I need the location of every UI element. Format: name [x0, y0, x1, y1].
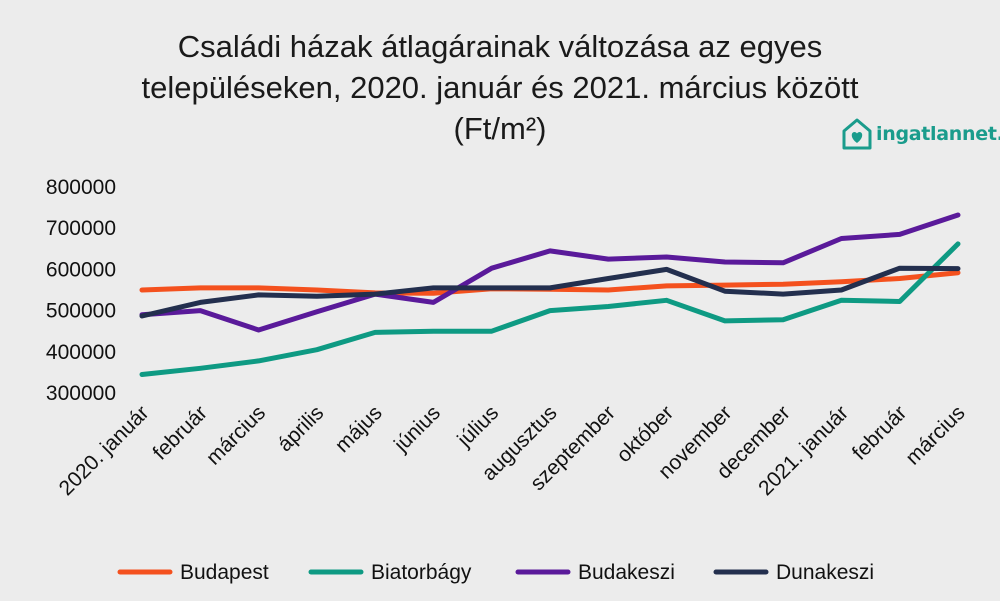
chart-title-line-3: (Ft/m²)	[453, 111, 547, 146]
series-line-biatorbágy	[139, 241, 961, 377]
y-tick-label: 300000	[46, 382, 116, 405]
y-tick-label: 800000	[46, 176, 116, 199]
legend-label: Budakeszi	[578, 561, 675, 584]
y-tick-label: 500000	[46, 300, 116, 323]
y-tick-label: 600000	[46, 258, 116, 281]
y-tick-label: 700000	[46, 217, 116, 240]
chart-title-line-1: Családi házak átlagárainak változása az …	[177, 29, 823, 64]
brand-logo-text: ingatlannet.hu	[876, 123, 1000, 145]
chart-title-line-2: településeken, 2020. január és 2021. már…	[141, 70, 859, 105]
series-lines	[139, 212, 961, 377]
brand-logo: ingatlannet.hu	[842, 116, 1000, 152]
x-tick-label: március	[202, 401, 270, 469]
legend-label: Budapest	[180, 561, 269, 584]
chart-title: Családi házak átlagárainak változása az …	[0, 26, 1000, 149]
legend: Budapest Biatorbágy Budakeszi Dunakeszi	[117, 561, 874, 584]
x-tick-label: június	[389, 401, 445, 457]
legend-label: Biatorbágy	[371, 561, 472, 584]
legend-label: Dunakeszi	[776, 561, 874, 584]
series-line-budakeszi	[139, 212, 961, 333]
y-tick-label: 400000	[46, 341, 116, 364]
x-tick-label: április	[273, 401, 328, 456]
x-tick-label: 2020. január	[55, 401, 154, 500]
x-tick-label: július	[452, 401, 503, 452]
series-line-dunakeszi	[139, 265, 961, 319]
x-tick-label: május	[331, 401, 387, 457]
x-tick-label: március	[901, 401, 969, 469]
house-heart-icon	[842, 118, 872, 150]
y-axis: 800000 700000 600000 500000 400000 300000	[46, 176, 116, 405]
